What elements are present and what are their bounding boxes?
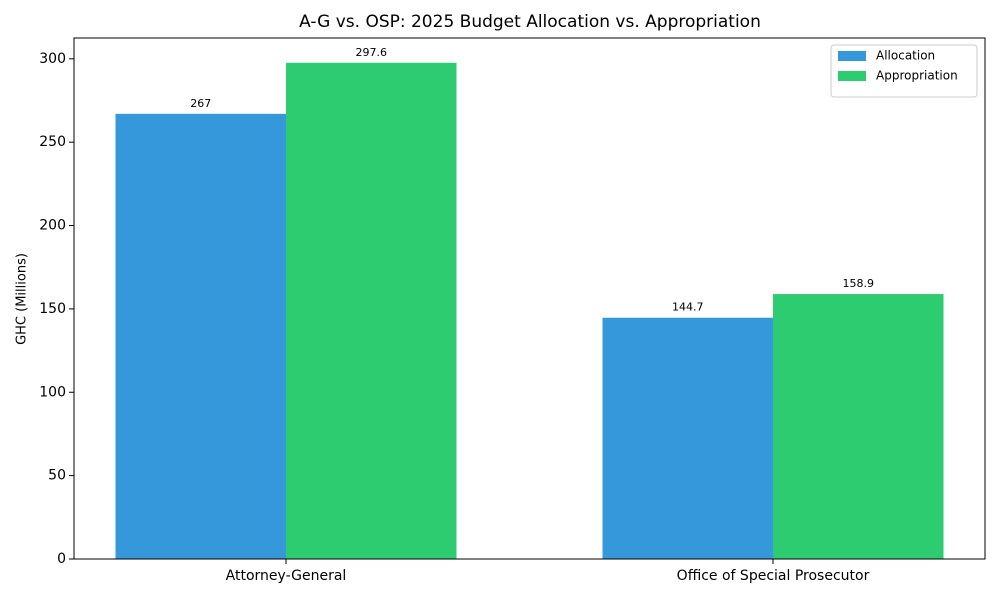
y-tick-label: 200 [39, 218, 66, 234]
bar [286, 62, 457, 560]
y-tick-label: 100 [39, 384, 66, 400]
bar [602, 317, 773, 559]
legend-swatch [838, 51, 866, 61]
legend-label: Allocation [876, 49, 935, 63]
legend-box [830, 44, 978, 98]
legend-swatch [838, 71, 866, 81]
bar [115, 113, 286, 560]
y-tick-label: 150 [39, 301, 66, 317]
y-tick-label: 300 [39, 51, 66, 67]
value-label: 297.6 [356, 46, 388, 59]
bar [773, 294, 944, 559]
legend-label: Appropriation [876, 69, 958, 83]
value-label: 267 [190, 97, 211, 110]
plot-frame [73, 37, 986, 560]
x-tick-label: Office of Special Prosecutor [677, 568, 870, 584]
y-axis-label: GHC (Millions) [15, 253, 30, 345]
y-tick-label: 50 [48, 468, 66, 484]
x-tick-label: Attorney-General [226, 568, 347, 584]
y-tick-label: 0 [57, 551, 66, 567]
chart-title: A-G vs. OSP: 2025 Budget Allocation vs. … [299, 12, 761, 32]
value-label: 144.7 [672, 301, 704, 314]
value-label: 158.9 [843, 277, 875, 290]
y-tick-label: 250 [39, 134, 66, 150]
